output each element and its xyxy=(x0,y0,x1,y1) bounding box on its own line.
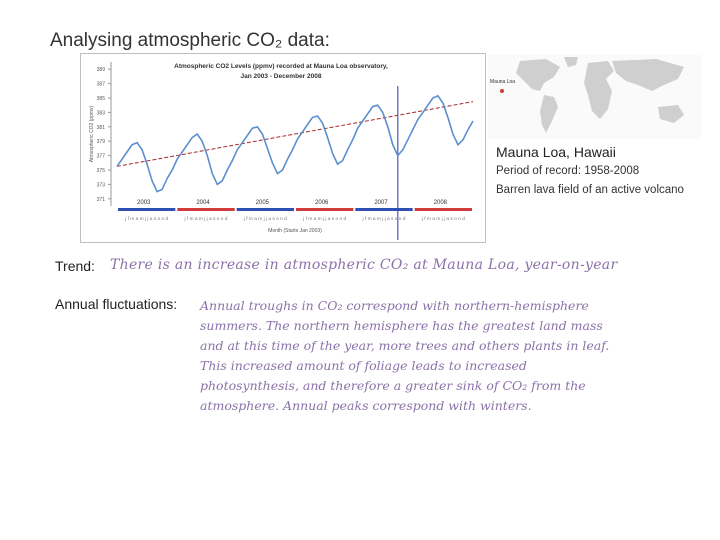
world-map: Mauna Loa xyxy=(488,55,702,139)
fluctuations-line: photosynthesis, and therefore a greater … xyxy=(200,378,586,393)
trend-line xyxy=(116,101,474,167)
year-bar xyxy=(414,208,472,211)
y-tick-label: 377 xyxy=(97,154,106,160)
fluctuations-text: Annual troughs in CO₂ correspond with no… xyxy=(200,296,680,416)
world-map-svg: Mauna Loa xyxy=(490,57,684,133)
trend-text: There is an increase in atmospheric CO₂ … xyxy=(110,257,618,273)
year-label: 2004 xyxy=(196,200,210,206)
fluctuations-line: atmosphere. Annual peaks correspond with… xyxy=(200,398,532,413)
year-label: 2007 xyxy=(374,200,388,206)
map-north-america xyxy=(516,59,560,91)
y-tick-label: 375 xyxy=(97,168,106,174)
chart-title: Atmospheric CO2 Levels (ppmv) recorded a… xyxy=(174,63,388,70)
co2-chart-svg: 371 373 375 377 379 381 383 385 387 389 Atmospheri… xyxy=(89,62,474,240)
year-bar xyxy=(355,208,413,211)
y-tick-label: 389 xyxy=(97,67,106,73)
y-tick-label: 381 xyxy=(97,125,106,131)
slide-title: Analysing atmospheric CO₂ data: xyxy=(50,30,330,51)
fluctuations-line: and at this time of the year, more trees… xyxy=(200,338,610,353)
map-asia xyxy=(612,59,684,91)
map-label: Mauna Loa xyxy=(490,79,515,85)
map-australia xyxy=(658,105,684,123)
year-label: 2005 xyxy=(256,200,270,206)
year-bar xyxy=(296,208,354,211)
y-tick-label: 379 xyxy=(97,139,106,145)
y-tick-label: 371 xyxy=(97,197,106,203)
map-europe-africa xyxy=(584,61,614,119)
month-letters: j f m a m j j a s o n d xyxy=(124,216,168,222)
y-tick-label: 383 xyxy=(97,110,106,116)
fluctuations-line: summers. The northern hemisphere has the… xyxy=(200,318,603,333)
y-tick-label: 387 xyxy=(97,82,106,88)
y-tick-label: 385 xyxy=(97,96,106,102)
station-name: Mauna Loa, Hawaii xyxy=(496,144,616,160)
mauna-loa-marker xyxy=(500,89,504,93)
map-greenland xyxy=(564,57,578,67)
year-bar xyxy=(177,208,235,211)
month-letters: j f m a m j j a s o n d xyxy=(302,216,346,222)
month-letters: j f m a m j j a s o n d xyxy=(362,216,406,222)
month-letters: j f m a m j j a s o n d xyxy=(184,216,228,222)
year-label: 2003 xyxy=(137,200,151,206)
co2-chart: 371 373 375 377 379 381 383 385 387 389 Atmospheri… xyxy=(80,53,486,243)
year-label: 2008 xyxy=(434,200,448,206)
station-description: Barren lava field of an active volcano xyxy=(496,184,684,196)
year-bar xyxy=(118,208,176,211)
year-bar xyxy=(236,208,294,211)
x-axis-label: Month (Starts Jan 2003) xyxy=(268,228,322,234)
chart-subtitle: Jan 2003 - December 2008 xyxy=(241,73,322,80)
fluctuations-line: Annual troughs in CO₂ correspond with no… xyxy=(200,298,589,313)
fluctuations-label: Annual fluctuations: xyxy=(55,296,178,312)
month-letters: j f m a m j j a s o n d xyxy=(243,216,287,222)
year-label: 2006 xyxy=(315,200,329,206)
station-record: Period of record: 1958-2008 xyxy=(496,165,640,177)
y-axis-label: Atmospheric CO2 (ppmv) xyxy=(89,105,95,162)
fluctuations-line: This increased amount of foliage leads t… xyxy=(200,358,527,373)
co2-series-line xyxy=(116,94,474,193)
y-tick-label: 373 xyxy=(97,182,106,188)
trend-label: Trend: xyxy=(55,258,95,274)
map-south-america xyxy=(540,95,558,133)
month-letters: j f m a m j j a s o n d xyxy=(421,216,465,222)
